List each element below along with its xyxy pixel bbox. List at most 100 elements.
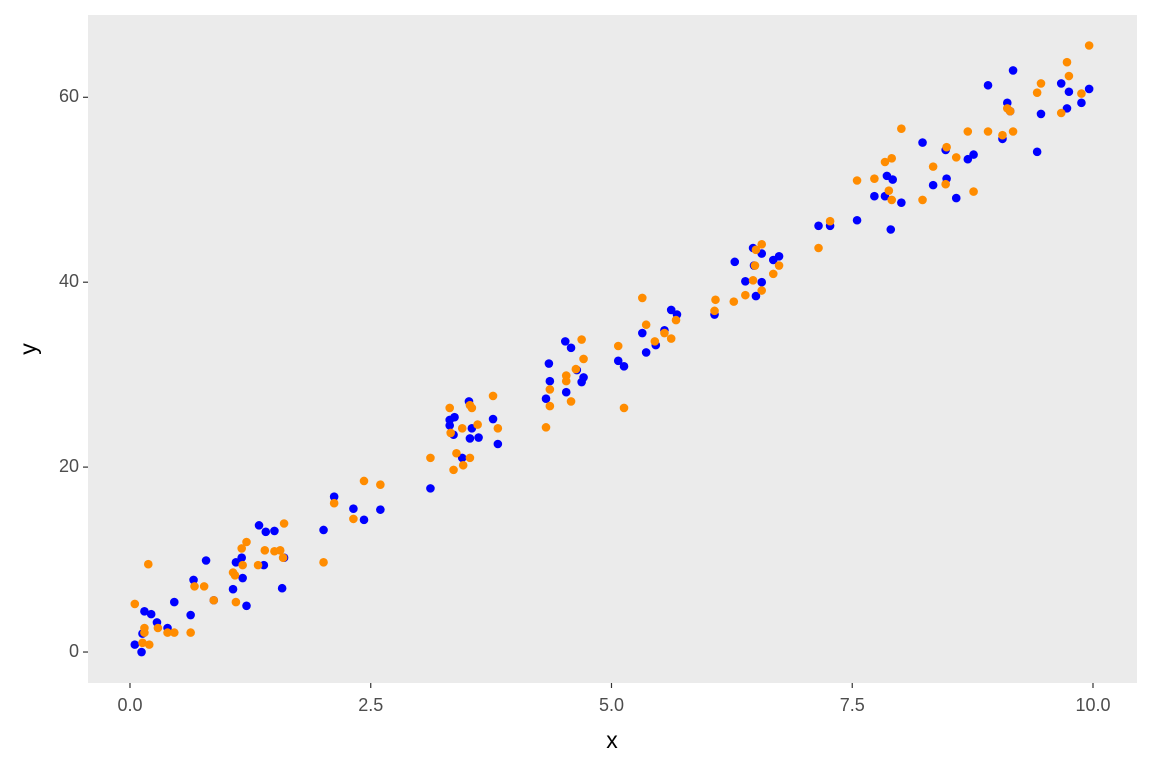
point	[426, 484, 435, 493]
point	[928, 162, 938, 171]
point	[199, 582, 209, 591]
point	[1084, 84, 1094, 94]
point	[457, 453, 467, 463]
point	[169, 628, 179, 637]
point	[426, 453, 435, 463]
point	[579, 354, 588, 364]
point	[729, 297, 739, 306]
point	[359, 476, 369, 486]
point	[242, 601, 251, 611]
point	[757, 277, 767, 287]
point	[666, 305, 676, 315]
point	[941, 179, 950, 189]
point	[230, 570, 240, 580]
point	[1056, 108, 1066, 118]
point	[998, 130, 1007, 140]
point	[190, 582, 199, 591]
point	[897, 198, 906, 207]
x-tick-label: 5.0	[599, 695, 624, 715]
point	[1077, 98, 1086, 108]
point	[253, 560, 263, 570]
point	[238, 573, 247, 583]
point	[349, 504, 358, 514]
point	[445, 403, 455, 413]
point	[237, 544, 246, 553]
point	[319, 558, 328, 567]
point	[897, 124, 906, 134]
point	[870, 174, 879, 183]
point	[942, 142, 951, 152]
y-axis-title: y	[15, 343, 41, 355]
point	[329, 498, 339, 508]
point	[951, 193, 961, 203]
point	[238, 560, 247, 570]
point	[201, 556, 211, 565]
point	[1008, 66, 1018, 75]
point	[750, 261, 760, 270]
point	[963, 127, 973, 136]
point	[1036, 109, 1046, 119]
point	[450, 412, 459, 422]
point	[153, 623, 163, 633]
y-tick-label: 20	[59, 456, 79, 476]
point	[852, 215, 862, 225]
point	[329, 492, 339, 501]
point	[465, 434, 475, 443]
point	[237, 553, 246, 563]
point	[376, 505, 385, 514]
point	[452, 448, 461, 458]
point	[852, 176, 862, 185]
point	[671, 315, 681, 325]
y-tick-label: 40	[59, 271, 79, 291]
plot-panel	[88, 15, 1137, 683]
x-tick-label: 0.0	[117, 695, 142, 715]
point	[566, 397, 576, 406]
point	[1077, 89, 1086, 98]
point	[741, 276, 750, 286]
point	[488, 414, 498, 424]
point	[641, 348, 651, 357]
point	[1032, 147, 1042, 157]
point	[748, 276, 758, 285]
x-tick-label: 10.0	[1075, 695, 1110, 715]
point	[493, 423, 503, 433]
point	[641, 320, 651, 330]
point	[887, 154, 897, 163]
point	[918, 195, 927, 205]
point	[465, 453, 475, 463]
point	[186, 628, 195, 637]
point	[359, 515, 369, 525]
point	[666, 334, 676, 343]
point	[660, 328, 669, 338]
point	[825, 216, 835, 226]
point	[880, 157, 890, 167]
point	[774, 261, 784, 270]
point	[577, 335, 586, 344]
point	[545, 401, 555, 411]
point	[169, 597, 179, 607]
point	[928, 180, 938, 190]
point	[884, 186, 894, 195]
point	[231, 558, 241, 567]
point	[189, 575, 198, 585]
point	[814, 243, 823, 253]
point	[638, 328, 647, 338]
point	[458, 460, 468, 470]
point	[560, 337, 570, 346]
point	[242, 537, 251, 547]
point	[457, 423, 467, 433]
point	[730, 257, 740, 267]
point	[140, 607, 149, 616]
point	[814, 221, 823, 231]
point	[886, 225, 896, 234]
point	[951, 153, 961, 162]
point	[711, 295, 720, 305]
point	[887, 195, 897, 205]
point	[918, 138, 927, 147]
point	[137, 647, 146, 657]
point	[579, 373, 588, 382]
point	[270, 526, 279, 536]
point	[143, 559, 153, 569]
point	[130, 599, 140, 609]
point	[146, 609, 156, 619]
